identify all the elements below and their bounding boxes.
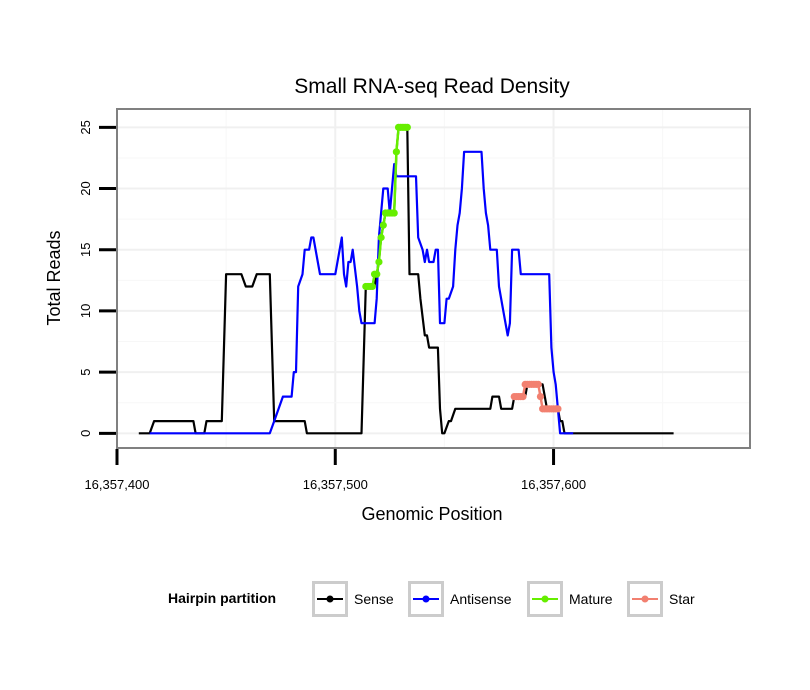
y-axis-title: Total Reads — [44, 230, 64, 325]
legend-title: Hairpin partition — [168, 590, 276, 606]
mature-point — [379, 221, 387, 229]
x-tick-label: 16,357,500 — [303, 477, 368, 492]
grid-lines — [116, 109, 750, 448]
plot-panel — [117, 109, 750, 448]
plot-border — [116, 108, 751, 449]
star-point — [536, 392, 545, 401]
mature-point — [377, 233, 385, 242]
y-tick-label: 0 — [78, 430, 93, 437]
mature-point — [373, 270, 381, 278]
y-axis: 0 5 10 15 20 25 — [78, 120, 116, 437]
legend-key-marker — [641, 595, 649, 603]
mature-point — [368, 282, 376, 291]
antisense-series-line — [149, 150, 574, 435]
legend-label-antisense: Antisense — [450, 591, 512, 607]
star-point — [534, 380, 542, 388]
mature-point — [392, 148, 400, 156]
legend: Hairpin partition Sense Antisense Mature St… — [168, 581, 695, 617]
star-point — [519, 392, 527, 401]
series-layer — [138, 123, 674, 435]
mature-point — [403, 123, 411, 131]
y-tick-label: 10 — [78, 304, 93, 318]
x-axis-title: Genomic Position — [361, 504, 502, 524]
star-point — [554, 405, 562, 413]
mature-point — [390, 209, 398, 217]
legend-key-marker — [541, 595, 549, 603]
y-tick-label: 15 — [78, 243, 93, 257]
mature-point — [375, 258, 383, 266]
legend-key-marker — [422, 595, 430, 603]
y-tick-label: 20 — [78, 181, 93, 195]
x-axis: 16,357,400 16,357,500 16,357,600 — [84, 449, 586, 492]
legend-key-marker — [326, 595, 334, 603]
x-tick-label: 16,357,400 — [84, 477, 149, 492]
x-tick-label: 16,357,600 — [521, 477, 586, 492]
legend-label-sense: Sense — [354, 591, 394, 607]
y-tick-label: 25 — [78, 120, 93, 134]
y-tick-label: 5 — [78, 369, 93, 376]
chart-title: Small RNA-seq Read Density — [294, 75, 570, 98]
legend-label-mature: Mature — [569, 591, 613, 607]
legend-label-star: Star — [669, 591, 695, 607]
